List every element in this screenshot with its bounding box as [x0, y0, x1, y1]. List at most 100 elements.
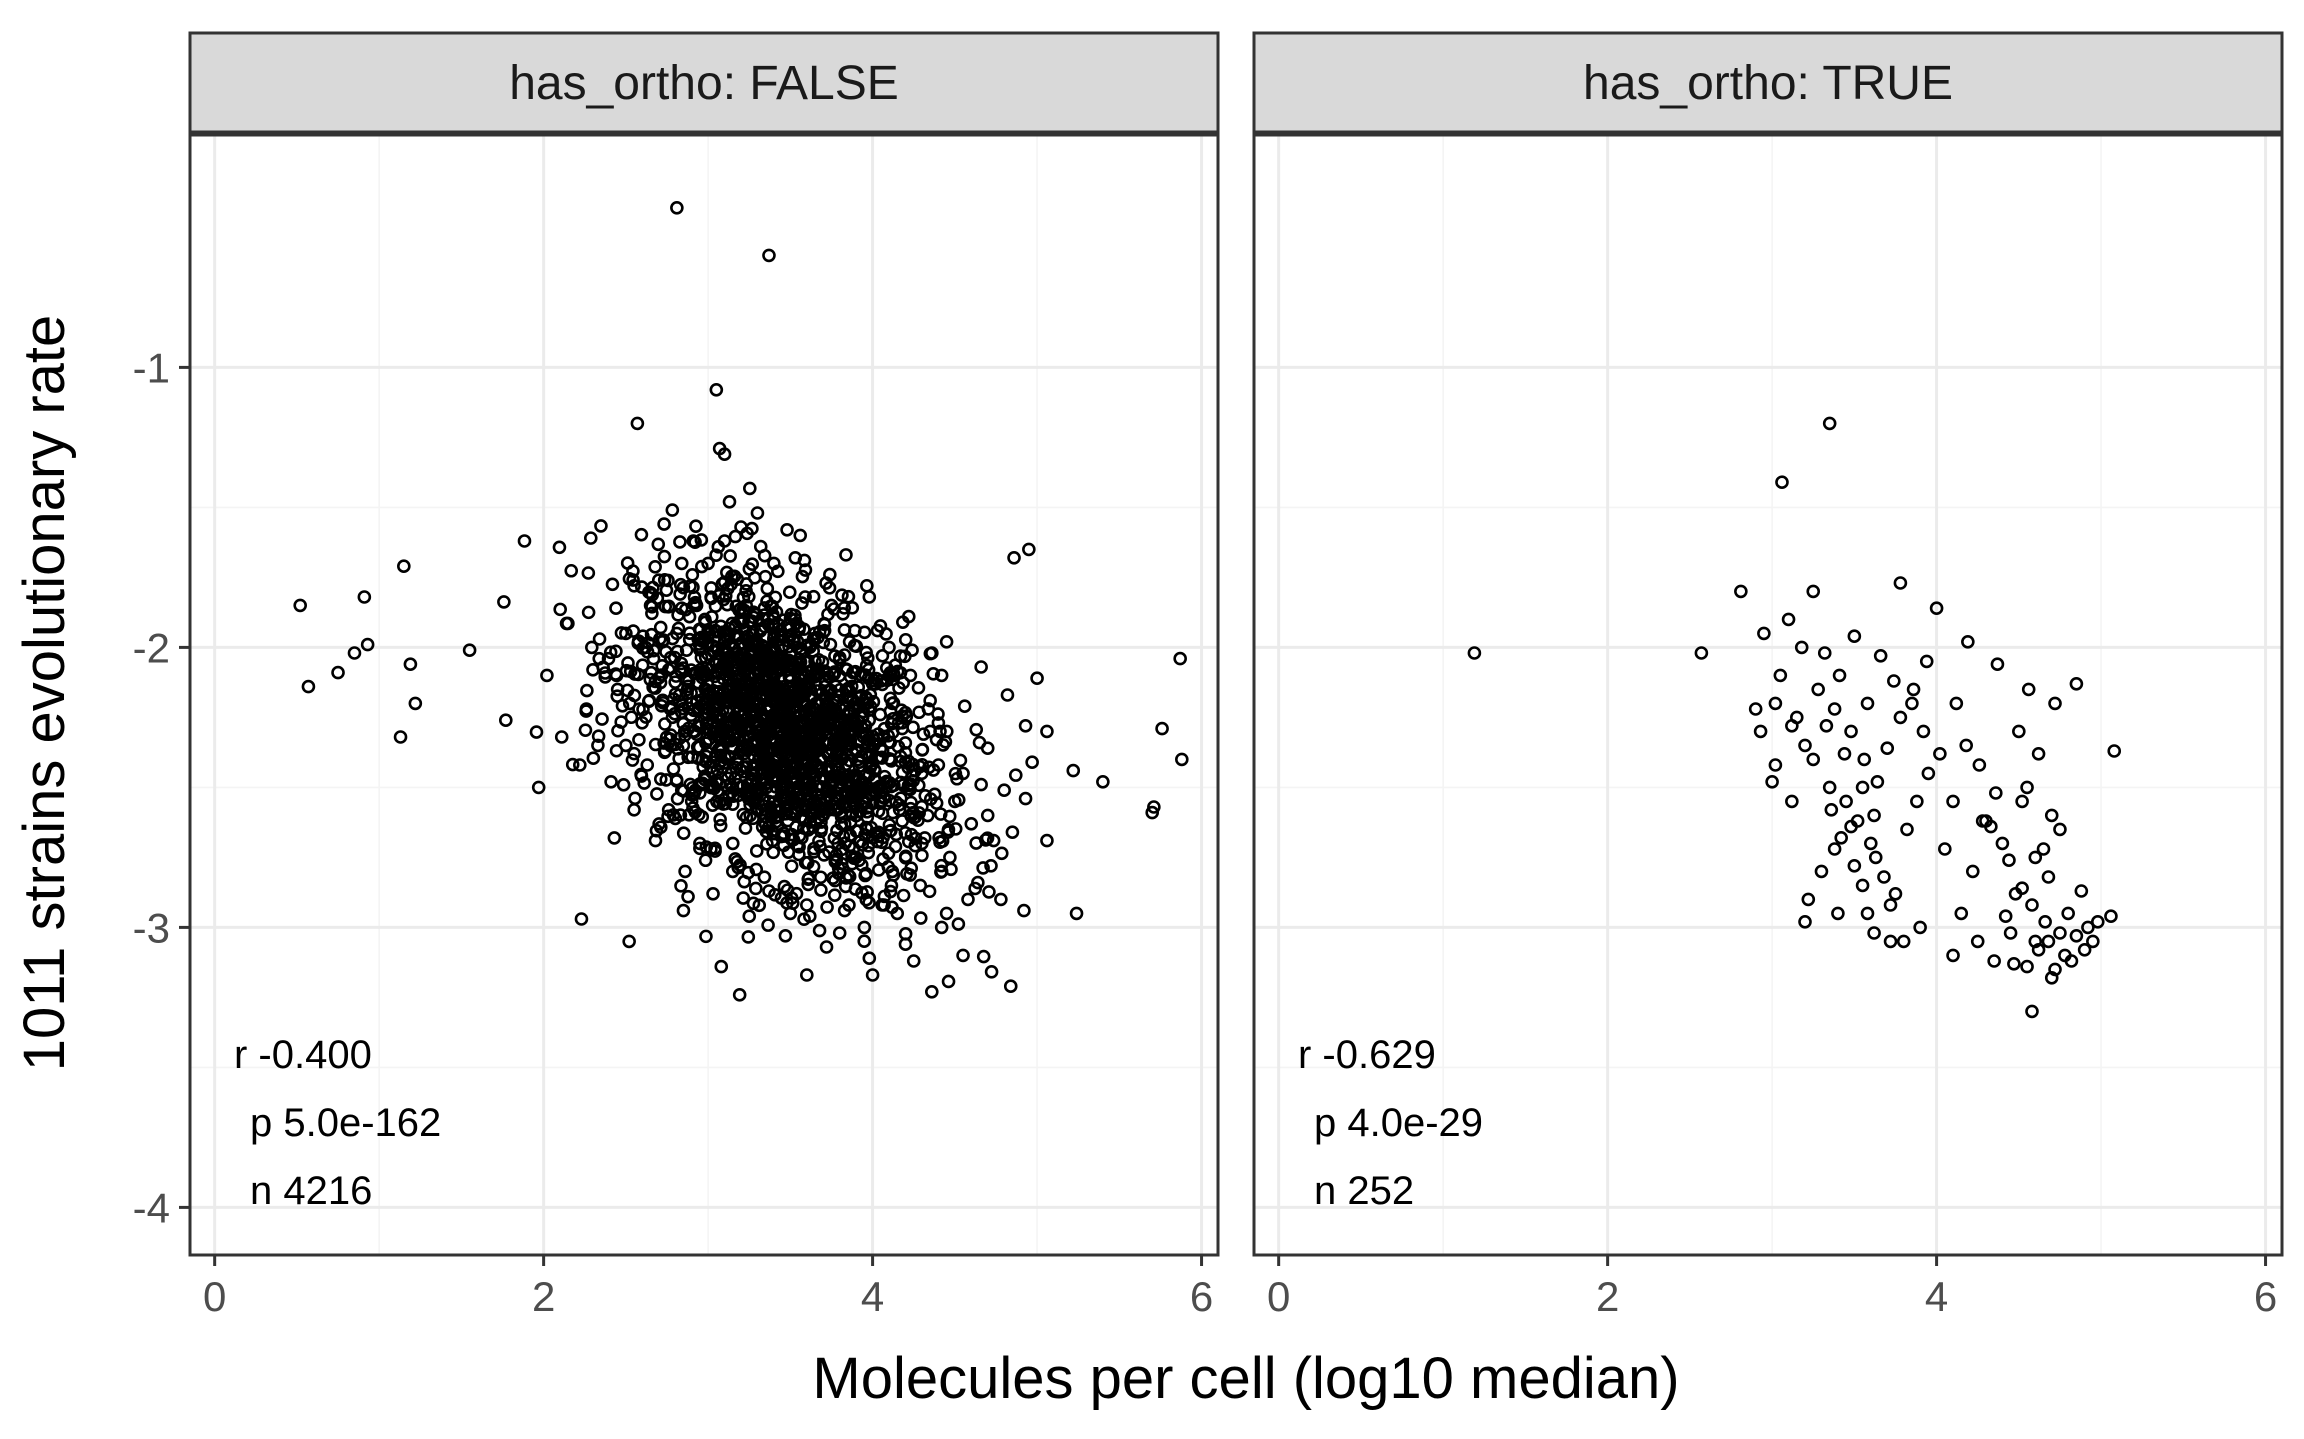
data-point — [815, 720, 830, 734]
data-point — [2041, 934, 2056, 949]
data-point — [603, 645, 618, 660]
data-point — [834, 817, 849, 831]
data-point — [871, 829, 886, 844]
data-point — [666, 808, 681, 822]
data-point — [768, 887, 782, 902]
data-point — [1913, 920, 1927, 935]
data-point — [674, 705, 689, 720]
data-point — [656, 696, 670, 710]
data-point — [687, 590, 702, 605]
data-point — [1910, 794, 1924, 809]
data-point — [739, 598, 754, 613]
data-point — [622, 934, 636, 949]
data-point — [754, 622, 768, 636]
data-point — [1847, 629, 1862, 644]
data-point — [731, 628, 746, 643]
y-tick-label: -2 — [133, 624, 170, 671]
data-point — [862, 951, 877, 966]
data-point — [806, 589, 821, 604]
data-point — [839, 548, 853, 562]
x-axis-title: Molecules per cell (log10 median) — [812, 1346, 1679, 1411]
data-point — [1855, 780, 1870, 795]
data-point — [934, 858, 949, 873]
data-point — [876, 852, 890, 866]
data-point — [772, 633, 786, 647]
data-point — [616, 778, 631, 792]
data-point — [681, 679, 695, 694]
data-point — [746, 896, 761, 911]
data-point — [2069, 676, 2084, 691]
data-point — [1987, 954, 2001, 968]
data-point — [867, 738, 881, 753]
data-point — [750, 714, 765, 729]
data-point — [1022, 542, 1036, 557]
data-point — [1905, 696, 1919, 711]
data-point — [801, 872, 816, 886]
data-point — [651, 537, 666, 552]
data-point — [730, 731, 745, 745]
stat-r: r -0.629 — [1298, 1033, 1436, 1077]
data-point — [700, 716, 714, 731]
data-point — [749, 844, 764, 858]
data-point — [777, 829, 791, 843]
data-point — [704, 581, 718, 595]
data-point — [868, 677, 883, 691]
data-point — [757, 548, 772, 563]
data-point — [898, 649, 912, 664]
data-point — [994, 846, 1009, 861]
data-point — [644, 627, 659, 642]
data-point — [730, 646, 745, 661]
data-point — [778, 778, 793, 793]
data-point — [801, 745, 816, 760]
data-point — [845, 787, 860, 801]
data-point — [921, 702, 936, 716]
data-point — [976, 949, 991, 964]
data-point — [1990, 657, 2005, 672]
data-point — [668, 675, 682, 689]
data-point — [698, 615, 713, 630]
data-point — [980, 831, 995, 845]
data-point — [621, 656, 635, 670]
data-point — [1467, 646, 1482, 660]
data-point — [1972, 758, 1987, 772]
data-point — [739, 584, 753, 598]
data-point — [961, 892, 975, 907]
y-tick-label: -1 — [133, 344, 170, 391]
data-point — [691, 719, 706, 733]
data-point — [814, 824, 828, 839]
data-point — [1096, 774, 1110, 789]
data-point — [761, 704, 775, 718]
data-point — [714, 959, 729, 974]
data-point — [691, 807, 706, 822]
data-point — [357, 590, 372, 604]
data-point — [708, 841, 722, 856]
data-point — [831, 866, 846, 881]
data-point — [2053, 926, 2067, 940]
data-point — [679, 643, 694, 657]
data-point — [626, 624, 641, 638]
data-point — [643, 586, 658, 600]
facet-strip — [188, 31, 1220, 134]
data-point — [846, 841, 861, 856]
data-point — [759, 691, 773, 705]
data-point — [1900, 822, 1914, 837]
data-point — [1954, 906, 1969, 921]
data-point — [2061, 906, 2075, 921]
data-point — [922, 760, 936, 775]
data-point — [2036, 842, 2051, 856]
data-point — [2028, 934, 2043, 949]
data-point — [721, 729, 736, 744]
data-point — [1938, 842, 1952, 856]
data-point — [654, 668, 669, 682]
data-point — [1883, 898, 1898, 912]
data-point — [792, 671, 807, 685]
data-point — [634, 527, 649, 542]
data-point — [766, 762, 781, 777]
data-point — [757, 870, 772, 884]
data-point — [744, 681, 759, 696]
data-point — [776, 613, 791, 627]
data-point — [758, 569, 773, 584]
data-point — [700, 630, 715, 645]
data-point — [866, 695, 881, 709]
data-point — [923, 693, 937, 708]
